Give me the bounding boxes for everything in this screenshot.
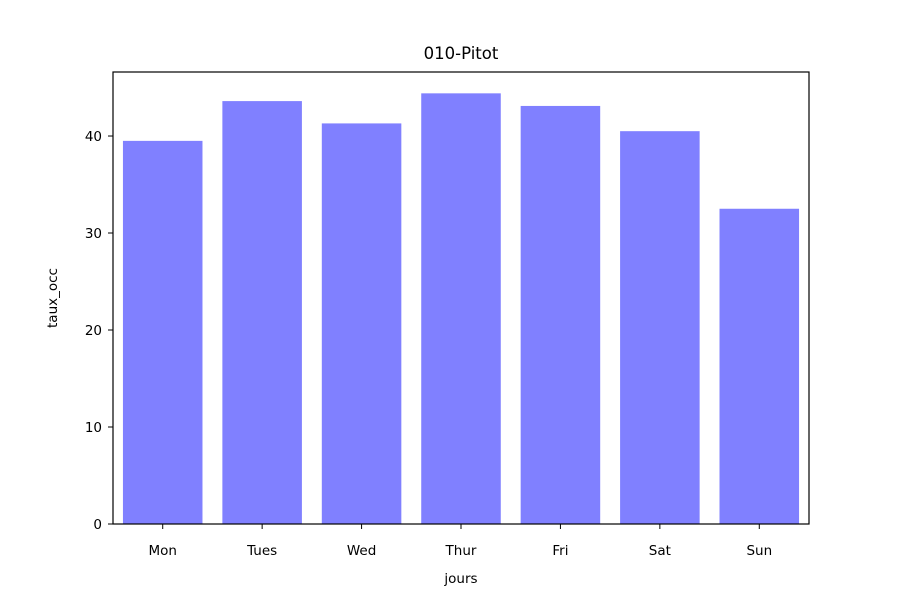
bar-mon xyxy=(122,140,203,524)
y-axis-title: taux_occ xyxy=(45,268,61,328)
y-axis-ticks: 0 10 20 30 40 xyxy=(85,129,113,533)
bar-tues xyxy=(222,101,302,524)
x-tick-label-thur: Thur xyxy=(445,543,477,559)
x-tick-label-sun: Sun xyxy=(746,543,772,559)
bar-sat xyxy=(620,131,700,525)
bars-group xyxy=(122,93,800,525)
y-tick-label-30: 30 xyxy=(85,226,102,242)
plot-frame xyxy=(112,71,810,525)
x-tick-label-sat: Sat xyxy=(649,543,671,559)
y-tick-label-10: 10 xyxy=(85,420,102,436)
bar-fri xyxy=(520,105,601,524)
y-tick-label-40: 40 xyxy=(85,129,102,145)
bar-wed xyxy=(321,123,402,524)
x-tick-label-mon: Mon xyxy=(148,543,176,559)
x-tick-label-wed: Wed xyxy=(347,543,376,559)
x-tick-label-fri: Fri xyxy=(552,543,568,559)
x-axis-ticks: Mon Tues Wed Thur Fri Sat Sun xyxy=(148,524,772,559)
chart-title: 010-Pitot xyxy=(424,44,499,63)
bar-thur xyxy=(421,93,501,524)
bar-sun xyxy=(719,208,800,524)
x-axis-title: jours xyxy=(443,571,477,587)
y-tick-label-0: 0 xyxy=(93,517,102,533)
x-tick-label-tues: Tues xyxy=(246,543,277,559)
y-tick-label-20: 20 xyxy=(85,323,102,339)
